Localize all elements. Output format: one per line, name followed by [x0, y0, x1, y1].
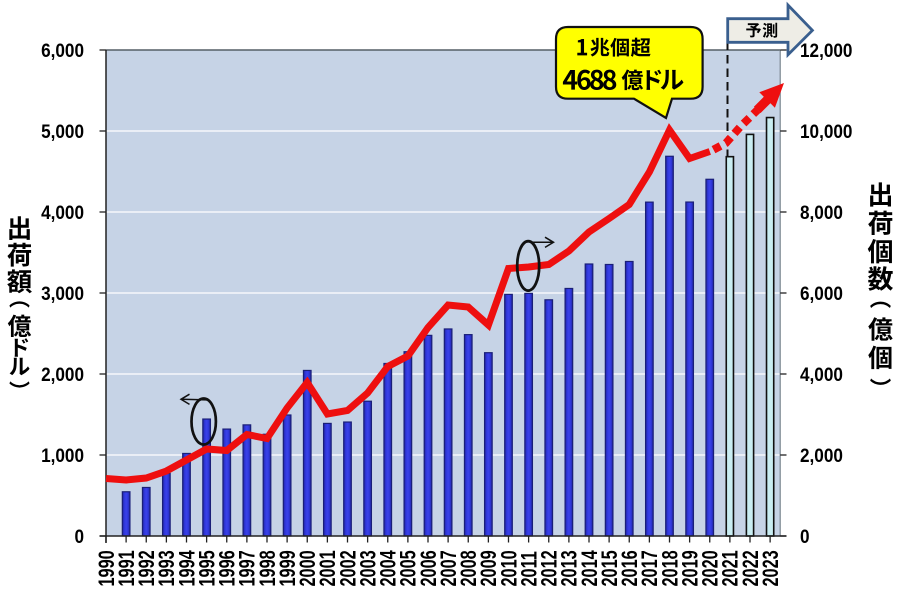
svg-text:2,000: 2,000 — [800, 444, 843, 466]
svg-text:2005: 2005 — [396, 550, 421, 586]
svg-text:2022: 2022 — [738, 550, 763, 586]
svg-text:1991: 1991 — [115, 550, 140, 586]
svg-text:2013: 2013 — [557, 550, 582, 586]
svg-text:2000: 2000 — [296, 550, 321, 586]
svg-text:4,000: 4,000 — [41, 201, 84, 223]
svg-text:2012: 2012 — [537, 550, 562, 586]
svg-text:5,000: 5,000 — [41, 120, 84, 142]
svg-text:4,000: 4,000 — [800, 363, 843, 385]
svg-text:1998: 1998 — [255, 550, 280, 586]
svg-text:2015: 2015 — [598, 550, 623, 586]
svg-text:2011: 2011 — [517, 551, 542, 587]
svg-text:2017: 2017 — [638, 550, 663, 586]
svg-text:2010: 2010 — [497, 550, 522, 586]
svg-text:2,000: 2,000 — [41, 363, 84, 385]
svg-text:1990: 1990 — [94, 550, 119, 586]
svg-text:6,000: 6,000 — [800, 282, 843, 304]
svg-text:2003: 2003 — [356, 550, 381, 586]
svg-text:1993: 1993 — [155, 550, 180, 586]
svg-text:2020: 2020 — [698, 550, 723, 586]
svg-text:2023: 2023 — [759, 550, 784, 586]
svg-text:2009: 2009 — [477, 550, 502, 586]
svg-text:1999: 1999 — [276, 550, 301, 586]
svg-text:2001: 2001 — [316, 550, 341, 586]
svg-text:2014: 2014 — [577, 550, 602, 586]
svg-text:2007: 2007 — [437, 550, 462, 586]
svg-text:2006: 2006 — [416, 550, 441, 586]
svg-text:1992: 1992 — [135, 550, 160, 586]
svg-text:2019: 2019 — [678, 550, 703, 586]
svg-text:12,000: 12,000 — [800, 39, 852, 61]
svg-text:6,000: 6,000 — [41, 39, 84, 61]
svg-text:3,000: 3,000 — [41, 282, 84, 304]
svg-text:1,000: 1,000 — [41, 444, 84, 466]
svg-text:1995: 1995 — [195, 550, 220, 586]
svg-text:2002: 2002 — [336, 550, 361, 586]
svg-text:2018: 2018 — [658, 550, 683, 586]
svg-text:0: 0 — [74, 525, 84, 547]
svg-text:2021: 2021 — [718, 550, 743, 586]
svg-text:2004: 2004 — [376, 550, 401, 586]
svg-text:2016: 2016 — [618, 550, 643, 586]
svg-text:1996: 1996 — [215, 550, 240, 586]
svg-text:10,000: 10,000 — [800, 120, 852, 142]
svg-text:2008: 2008 — [457, 550, 482, 586]
svg-text:1994: 1994 — [175, 550, 200, 586]
svg-text:8,000: 8,000 — [800, 201, 843, 223]
svg-text:0: 0 — [800, 525, 810, 547]
svg-text:1997: 1997 — [235, 550, 260, 586]
